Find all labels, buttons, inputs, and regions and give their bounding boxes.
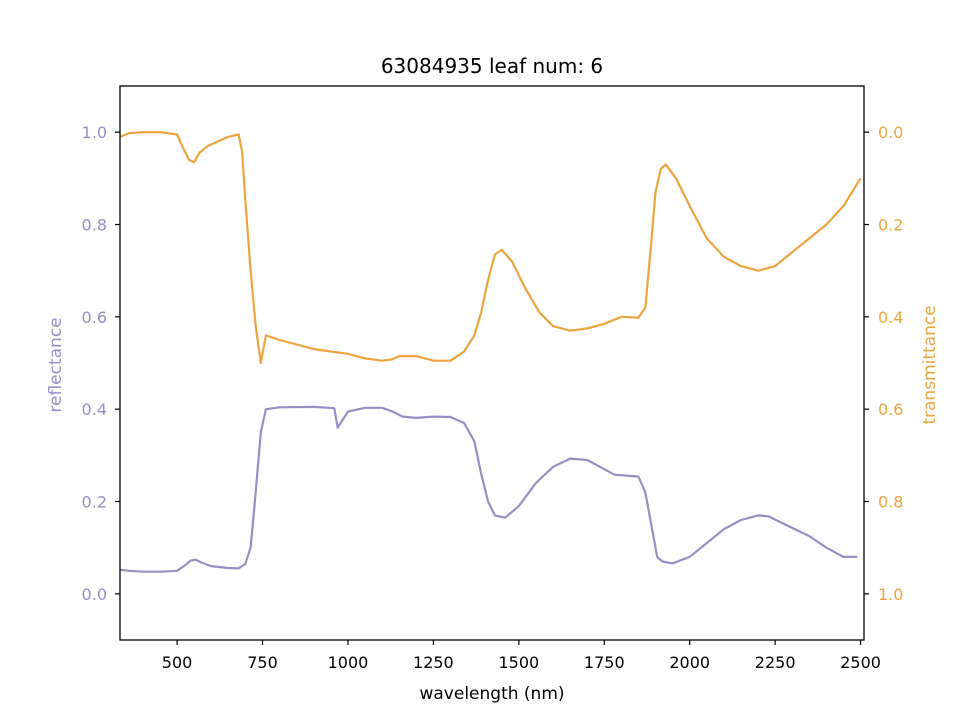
y-tick-label-left: 0.6 bbox=[82, 308, 107, 327]
y-tick-label-right: 0.6 bbox=[878, 400, 903, 419]
y-axis-label-right: transmittance bbox=[920, 305, 940, 424]
tick-layer: 500 750 1000 1250 1500 1750 2000 2250 2500 0.0 0.2… bbox=[82, 123, 904, 672]
y-axis-label-left: reflectance bbox=[46, 317, 66, 412]
x-axis-label: wavelength (nm) bbox=[419, 684, 564, 704]
x-tick-label: 500 bbox=[162, 653, 193, 672]
y-tick-label-right: 1.0 bbox=[878, 585, 903, 604]
x-tick-label: 2250 bbox=[755, 653, 796, 672]
y-tick-label-left: 0.4 bbox=[82, 400, 107, 419]
x-tick-label: 2000 bbox=[669, 653, 710, 672]
x-tick-label: 750 bbox=[247, 653, 278, 672]
x-tick-label: 2500 bbox=[840, 653, 881, 672]
y-tick-label-left: 0.8 bbox=[82, 216, 107, 235]
x-tick-label: 1750 bbox=[584, 653, 625, 672]
x-tick-label: 1000 bbox=[328, 653, 369, 672]
y-tick-label-left: 0.0 bbox=[82, 585, 107, 604]
y-tick-label-right: 0.8 bbox=[878, 493, 903, 512]
y-tick-label-right: 0.4 bbox=[878, 308, 903, 327]
x-tick-label: 1250 bbox=[413, 653, 454, 672]
plot-area bbox=[120, 131, 862, 573]
transmittance-series-line bbox=[120, 131, 862, 365]
y-tick-label-left: 0.2 bbox=[82, 493, 107, 512]
y-tick-label-right: 0.2 bbox=[878, 216, 903, 235]
y-tick-label-right: 0.0 bbox=[878, 123, 903, 142]
axes-frame bbox=[119, 85, 865, 641]
reflectance-series-line bbox=[120, 405, 858, 573]
x-tick-label: 1500 bbox=[498, 653, 539, 672]
chart-title: 63084935 leaf num: 6 bbox=[381, 54, 603, 78]
y-tick-label-left: 1.0 bbox=[82, 123, 107, 142]
